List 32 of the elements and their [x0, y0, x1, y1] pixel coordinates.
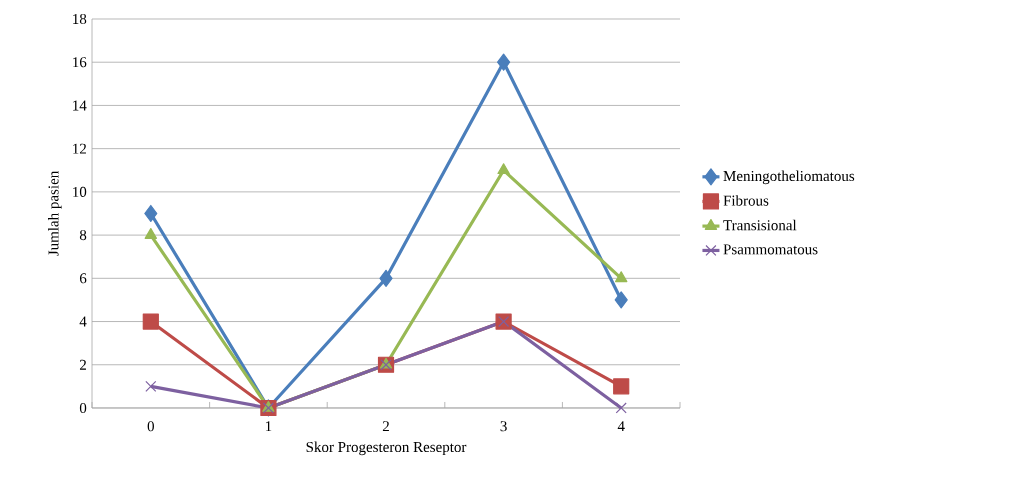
y-tick-label: 6 [79, 273, 87, 284]
x-axis-title: Skor Progesteron Reseptor [306, 441, 467, 456]
y-tick-label: 2 [79, 359, 86, 370]
legend-label: Fibrous [723, 195, 769, 206]
y-tick-label: 16 [73, 57, 87, 68]
y-tick-label: 0 [79, 402, 87, 414]
x-tick-label: 3 [500, 421, 507, 432]
point [614, 271, 628, 283]
point [615, 402, 627, 414]
point [144, 204, 158, 223]
x-tick-label: 1 [265, 421, 272, 432]
y-axis-title: Jumlah pasien [48, 171, 62, 256]
point [614, 291, 628, 309]
point [613, 378, 630, 395]
point [497, 53, 511, 71]
point [379, 269, 393, 287]
legend-label: Psammomatous [723, 244, 818, 255]
point [142, 313, 159, 330]
y-tick-label: 4 [79, 316, 87, 327]
point [497, 163, 510, 175]
point [145, 380, 157, 392]
y-tick-label: 12 [73, 143, 86, 154]
y-tick-label: 18 [73, 13, 87, 25]
y-tick-label: 8 [79, 230, 87, 241]
y-tick-label: 14 [73, 100, 87, 111]
legend-label: Meningotheliomatous [723, 170, 855, 185]
x-tick-label: 2 [382, 421, 389, 432]
legend-label: Transisional [723, 219, 797, 231]
point [144, 228, 158, 239]
y-tick-label: 10 [73, 186, 87, 197]
x-tick-label: 0 [147, 421, 154, 432]
x-tick-label: 4 [617, 421, 625, 432]
